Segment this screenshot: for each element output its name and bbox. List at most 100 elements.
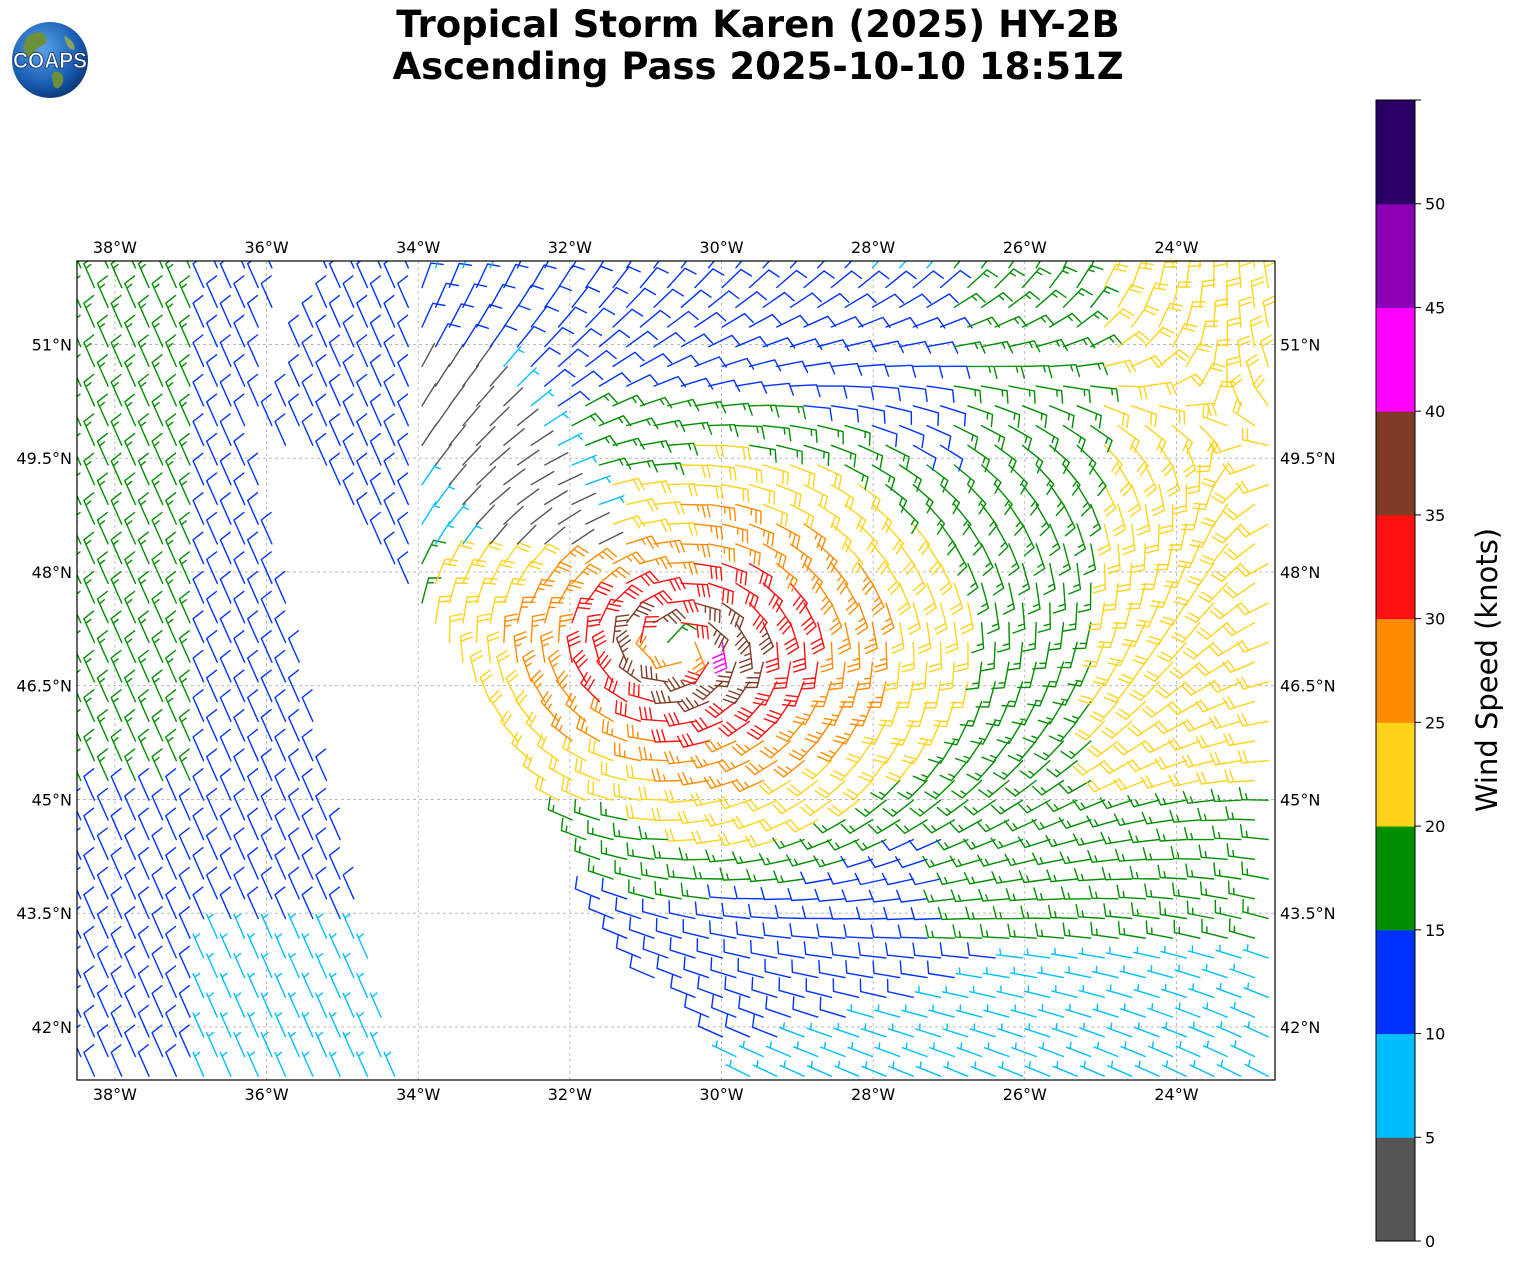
wind-barb <box>994 523 1009 556</box>
wind-barb <box>274 649 287 683</box>
wind-barb <box>206 551 218 584</box>
wind-barb <box>287 913 300 939</box>
wind-barb <box>434 521 455 545</box>
wind-barb <box>397 275 409 308</box>
wind-barb <box>762 543 787 570</box>
wind-barb <box>928 740 955 764</box>
wind-barb <box>1174 964 1201 979</box>
wind-barb <box>1007 923 1037 939</box>
wind-barb <box>748 602 768 634</box>
wind-barb <box>434 363 451 387</box>
wind-barb <box>612 515 646 529</box>
wind-barb <box>1154 720 1187 735</box>
wind-barb <box>369 354 382 387</box>
wind-barb <box>933 700 955 728</box>
lon-tick-bottom: 32°W <box>548 1085 592 1104</box>
wind-barb <box>151 393 164 427</box>
wind-barb <box>137 768 150 801</box>
wind-barb <box>813 819 846 834</box>
wind-barb <box>206 953 218 979</box>
wind-barb <box>1079 1022 1106 1038</box>
wind-barb <box>952 924 983 939</box>
wind-barb <box>1001 681 1024 708</box>
wind-barb <box>233 551 246 584</box>
wind-barb <box>1212 380 1236 407</box>
wind-barb <box>669 937 696 959</box>
wind-barb <box>124 985 137 1018</box>
lon-tick-bottom: 24°W <box>1154 1085 1198 1104</box>
wind-barb <box>670 974 696 998</box>
wind-barb <box>1143 661 1174 682</box>
wind-barb <box>462 261 467 269</box>
wind-barb <box>1076 310 1109 328</box>
wind-barb <box>124 945 137 979</box>
lon-tick-top: 26°W <box>1003 238 1047 257</box>
wind-barb <box>792 700 819 726</box>
wind-barb <box>838 681 860 708</box>
wind-barb <box>1199 881 1228 900</box>
wind-barb <box>1215 982 1242 998</box>
wind-barb <box>1168 773 1201 787</box>
wind-barb <box>885 270 917 289</box>
wind-barb <box>301 933 314 959</box>
wind-barb <box>1089 700 1119 722</box>
wind-barb <box>571 454 597 466</box>
wind-barb <box>233 748 246 782</box>
wind-barb <box>192 531 205 565</box>
wind-barb <box>328 452 341 486</box>
wind-barb <box>301 886 314 920</box>
wind-barb <box>287 787 300 821</box>
wind-barb <box>1035 261 1042 269</box>
wind-barb <box>760 740 792 759</box>
wind-barb <box>233 669 246 703</box>
wind-barb <box>192 452 205 486</box>
wind-barb <box>219 933 232 959</box>
wind-barb <box>830 270 863 289</box>
wind-barb <box>301 728 314 762</box>
wind-barb <box>1140 562 1160 590</box>
wind-barb <box>1087 602 1106 631</box>
wind-barb <box>1114 848 1146 862</box>
wind-barb <box>1127 720 1160 737</box>
wind-barb <box>110 886 123 920</box>
wind-barb <box>1212 298 1229 328</box>
wind-barb <box>137 925 150 959</box>
wind-barb <box>1063 700 1092 724</box>
wind-barb <box>765 641 780 673</box>
wind-barb <box>694 444 725 459</box>
wind-barb <box>721 484 750 503</box>
wind-barb <box>912 365 944 379</box>
wind-barb <box>151 866 164 900</box>
wind-barb <box>383 413 396 446</box>
wind-barb <box>219 294 232 328</box>
wind-barb <box>77 261 82 269</box>
colorbar-bin <box>1376 411 1415 516</box>
wind-barb <box>206 472 218 506</box>
wind-barb <box>1107 1060 1133 1077</box>
wind-barb <box>77 472 82 506</box>
wind-barb <box>1196 771 1228 785</box>
wind-barb <box>1051 985 1078 998</box>
wind-barb <box>830 444 857 468</box>
wind-barb <box>247 807 259 841</box>
wind-barb <box>994 365 1025 379</box>
wind-barb <box>96 590 109 624</box>
wind-barb <box>342 432 355 466</box>
wind-barb <box>803 484 828 510</box>
wind-barb <box>748 562 773 590</box>
wind-barb <box>233 354 246 387</box>
wind-barb <box>612 477 645 492</box>
wind-barb <box>96 630 109 663</box>
wind-barb <box>776 523 801 550</box>
wind-barb <box>959 700 983 727</box>
wind-barb <box>83 413 96 446</box>
wind-barb <box>897 582 911 616</box>
wind-barb <box>1243 1020 1269 1038</box>
wind-barb <box>773 760 805 778</box>
wind-barb <box>789 503 815 530</box>
wind-barb <box>752 681 778 706</box>
wind-barb <box>613 742 642 762</box>
wind-barb <box>844 293 877 308</box>
chart-title: Tropical Storm Karen (2025) HY-2B Ascend… <box>0 4 1513 88</box>
wind-barb <box>707 582 734 605</box>
